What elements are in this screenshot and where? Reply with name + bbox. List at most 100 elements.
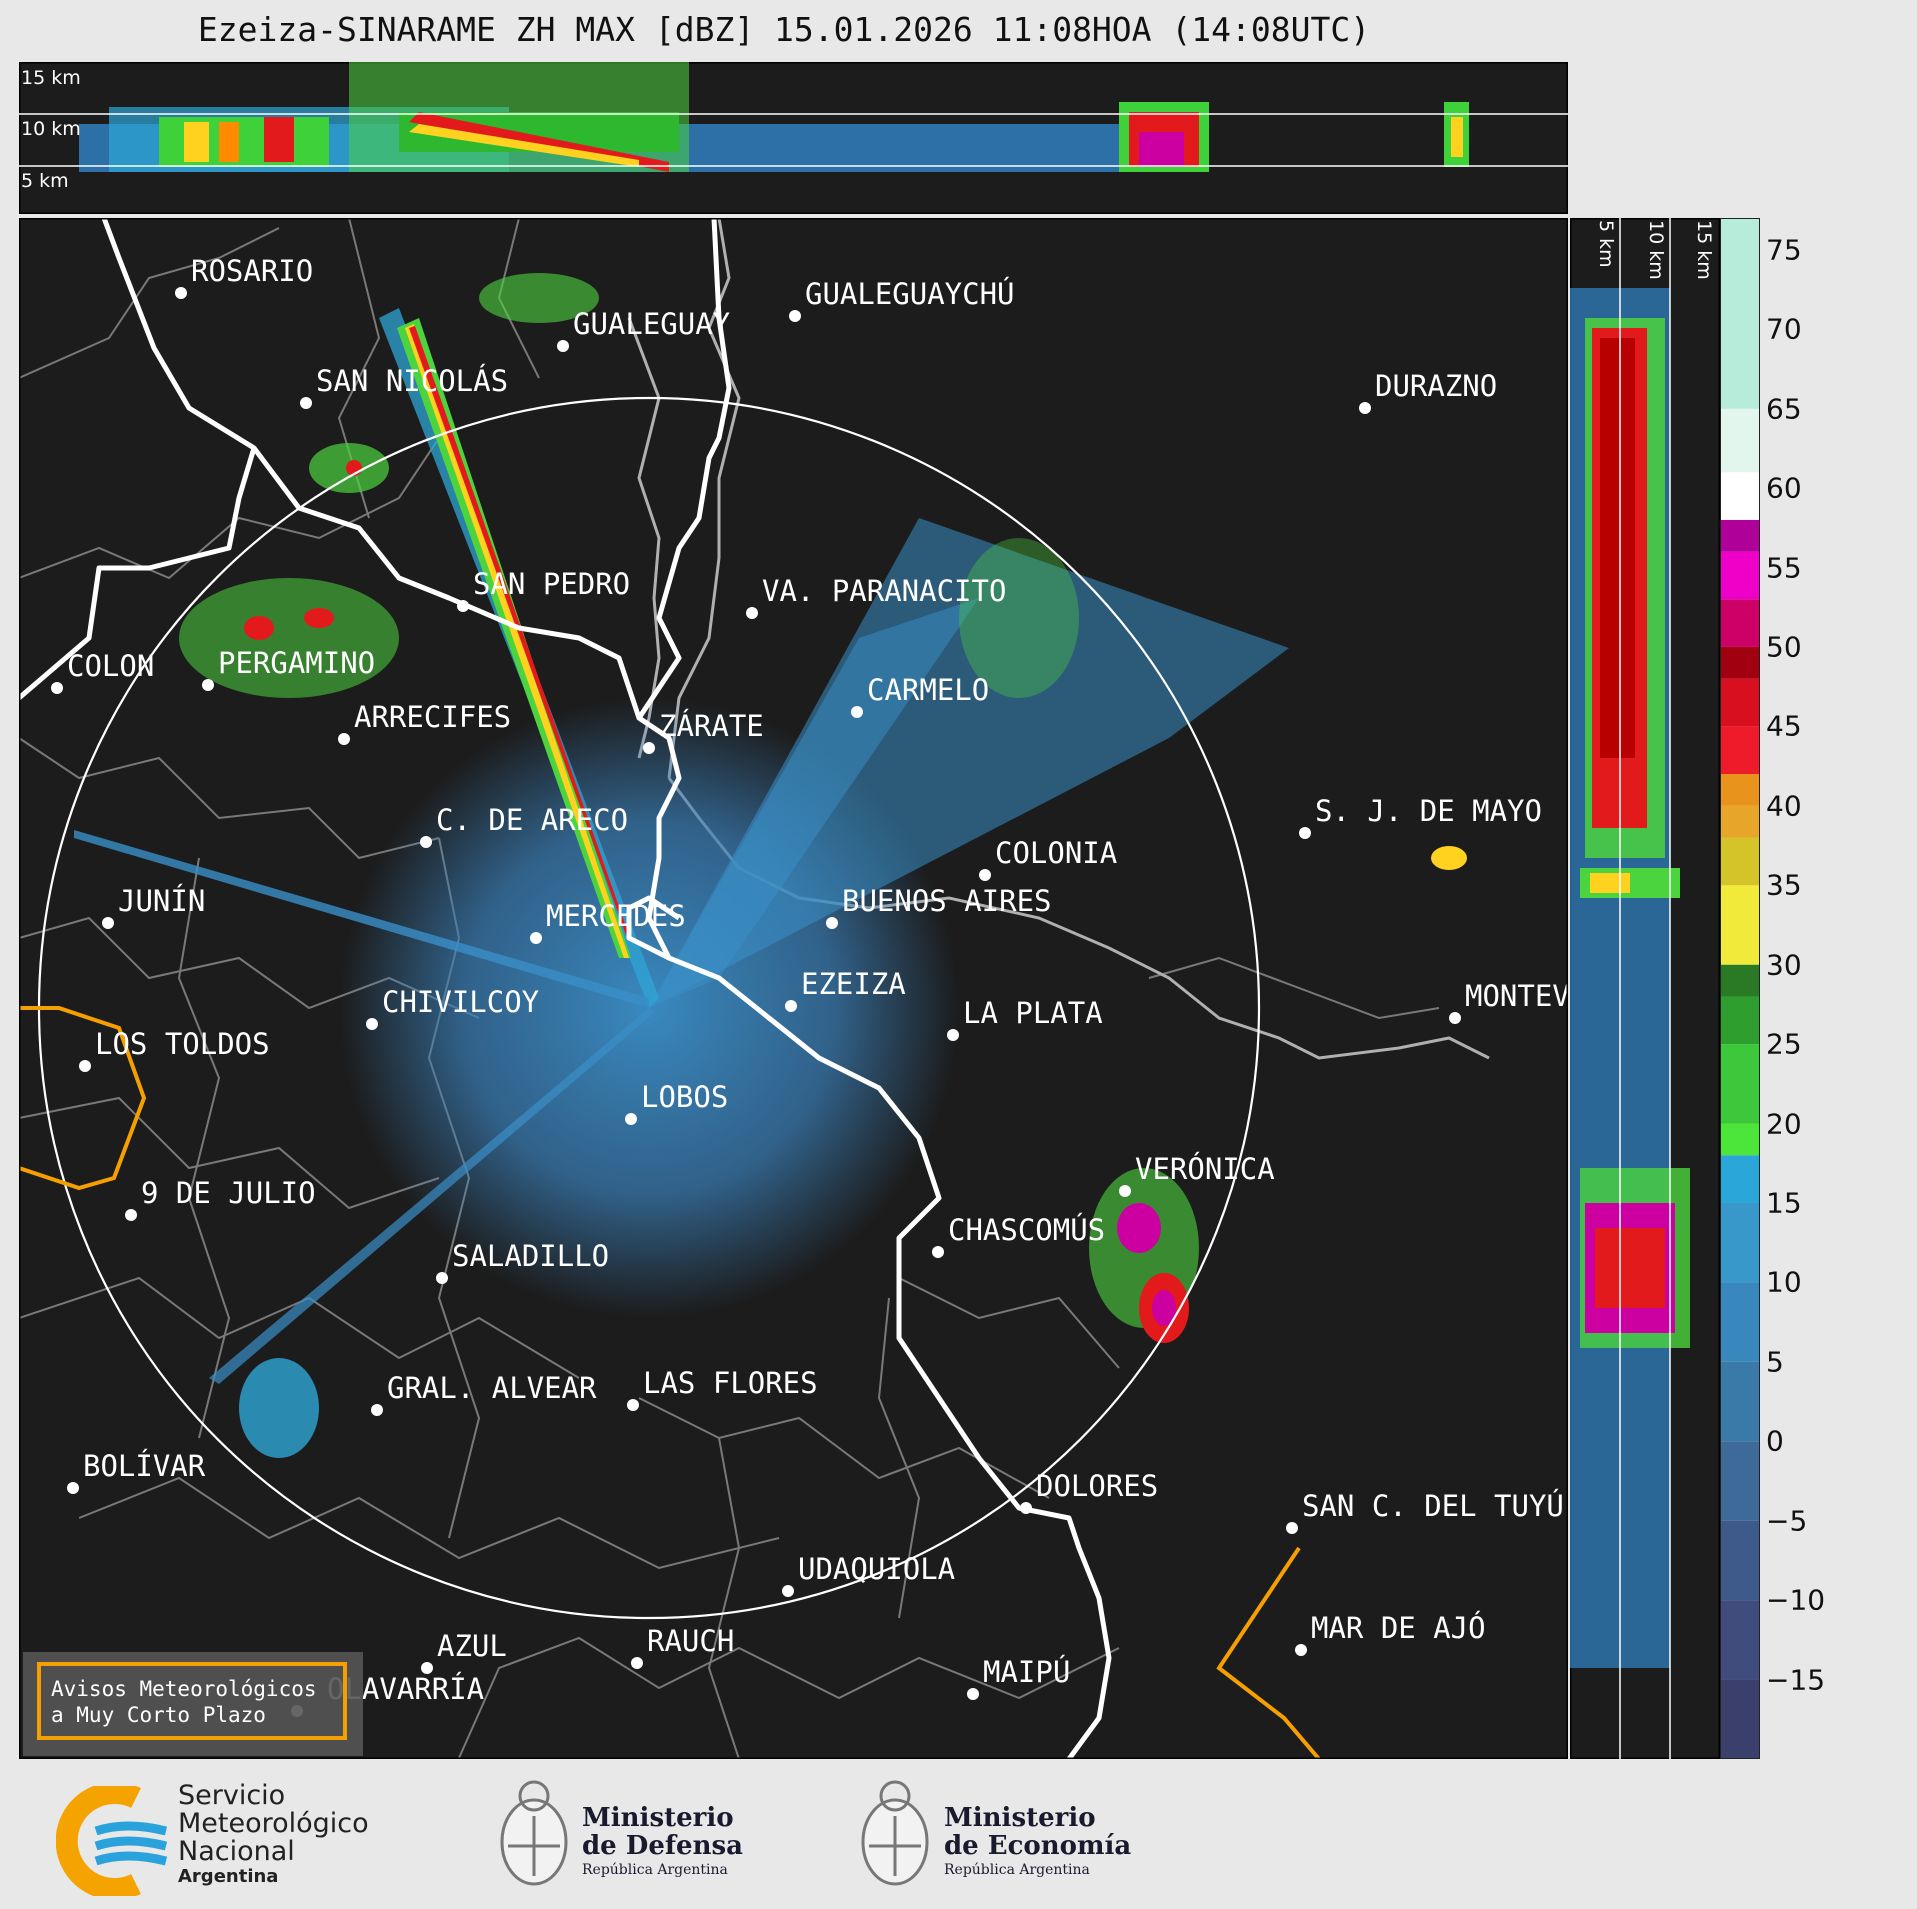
colorbar-band: [1720, 1123, 1760, 1156]
city-dolores: DOLORES: [1020, 1469, 1158, 1514]
colorbar-tick-label: 20: [1766, 1107, 1802, 1141]
city-label: DOLORES: [1036, 1469, 1158, 1503]
colorbar-band: [1720, 1441, 1760, 1521]
warning-legend: Avisos Meteorológicos a Muy Corto Plazo: [23, 1652, 363, 1756]
colorbar-band: [1720, 805, 1760, 838]
city-marker: [631, 1657, 643, 1669]
colorbar-tick-label: 65: [1766, 392, 1802, 426]
city-label: GRAL. ALVEAR: [387, 1371, 597, 1405]
city-marker: [1295, 1644, 1307, 1656]
economia-line-3: República Argentina: [944, 1862, 1090, 1878]
colorbar-tick-label: 55: [1766, 551, 1802, 584]
city-label: GUALEGUAYCHÚ: [805, 277, 1015, 311]
colorbar-tick-label: 10: [1766, 1265, 1802, 1299]
city-marker: [625, 1113, 637, 1125]
smn-line-3: Nacional: [178, 1836, 295, 1867]
argentina-shield-icon: [861, 1780, 929, 1886]
colorbar-band: [1720, 678, 1760, 727]
defensa-line-2: de Defensa: [582, 1831, 743, 1861]
city-maip-: MAIPÚ: [967, 1655, 1070, 1700]
city-label: LOS TOLDOS: [95, 1027, 270, 1061]
colorbar-band: [1720, 1361, 1760, 1442]
side-height-label-5: 5 km: [1595, 220, 1617, 268]
radar-echoes: [74, 273, 1467, 1458]
city-ezeiza: EZEIZA: [785, 967, 906, 1012]
colorbar-tick-label: 25: [1766, 1027, 1802, 1061]
chart-title: Ezeiza-SINARAME ZH MAX [dBZ] 15.01.2026 …: [197, 10, 1371, 49]
city-marker: [947, 1029, 959, 1041]
city-label: BOLÍVAR: [83, 1449, 206, 1483]
city-label: EZEIZA: [801, 967, 906, 1001]
economia-name: Ministerio de Economía República Argenti…: [944, 1804, 1131, 1880]
colorbar: [1720, 218, 1760, 1759]
city-marker: [202, 679, 214, 691]
city-marker: [1449, 1012, 1461, 1024]
colorbar-band: [1720, 646, 1760, 679]
city-marker: [967, 1688, 979, 1700]
city-label: LA PLATA: [963, 996, 1103, 1030]
city-label: ZÁRATE: [659, 709, 764, 743]
city-lobos: LOBOS: [625, 1080, 728, 1125]
city-label: CHASCOMÚS: [948, 1213, 1105, 1247]
colorbar-band: [1720, 1282, 1760, 1362]
city-label: CHIVILCOY: [382, 985, 539, 1019]
city-mar-de-aj-: MAR DE AJÓ: [1295, 1611, 1486, 1656]
city-saladillo: SALADILLO: [436, 1239, 609, 1284]
colorbar-tick-label: 35: [1766, 868, 1802, 902]
city-label: SAN C. DEL TUYÚ: [1302, 1489, 1564, 1523]
smn-name: Servicio Meteorológico Nacional Argentin…: [178, 1782, 369, 1888]
city-label: CARMELO: [867, 673, 989, 707]
colorbar-tick-label: 50: [1766, 630, 1802, 664]
colorbar-tick-label: 40: [1766, 789, 1802, 823]
city-label: BUENOS AIRES: [842, 884, 1052, 918]
colorbar-tick-label: 0: [1766, 1424, 1784, 1458]
colorbar-band: [1720, 837, 1760, 886]
top-height-label-10: 10 km: [21, 118, 81, 140]
top-cross-section-panel: 15 km 10 km 5 km: [19, 62, 1568, 214]
city-ver-nica: VERÓNICA: [1119, 1152, 1275, 1197]
city-gualeguaych-: GUALEGUAYCHÚ: [789, 277, 1015, 322]
city-label: JUNÍN: [118, 884, 205, 918]
colorbar-band: [1720, 551, 1760, 600]
city-marker: [1359, 402, 1371, 414]
city-label: AZUL: [437, 1629, 507, 1663]
economia-line-1: Ministerio: [944, 1803, 1096, 1833]
city-pergamino: PERGAMINO: [202, 646, 375, 691]
city-marker: [530, 932, 542, 944]
colorbar-tick-label: −5: [1766, 1504, 1808, 1538]
city-c-de-areco: C. DE ARECO: [420, 803, 628, 848]
city-label: ARRECIFES: [354, 700, 511, 734]
colorbar-tick-label: 45: [1766, 709, 1802, 743]
city-label: LAS FLORES: [643, 1366, 818, 1400]
city-rauch: RAUCH: [631, 1624, 734, 1669]
smn-line-1: Servicio: [178, 1780, 286, 1811]
city-marker: [436, 1272, 448, 1284]
city-san-c-del-tuy-: SAN C. DEL TUYÚ: [1286, 1489, 1564, 1534]
city-label: SAN PEDRO: [473, 567, 630, 601]
city-label: LOBOS: [641, 1080, 728, 1114]
city-gualeguay: GUALEGUAY: [557, 307, 730, 352]
city-gral-alvear: GRAL. ALVEAR: [371, 1371, 597, 1416]
colorbar-band: [1720, 1520, 1760, 1601]
city-marker: [1299, 827, 1311, 839]
city-chivilcoy: CHIVILCOY: [366, 985, 539, 1030]
city-chascom-s: CHASCOMÚS: [932, 1213, 1105, 1258]
side-cross-section-panel: 5 km 10 km 15 km: [1570, 218, 1720, 1759]
radar-map: ROSARIO GUALEGUAYCHÚ GUALEGUAY SAN NICOLÁS D…: [19, 218, 1568, 1759]
city-la-plata: LA PLATA: [947, 996, 1103, 1041]
city-marker: [1286, 1522, 1298, 1534]
city-label: COLONIA: [995, 836, 1117, 870]
colorbar-tick-label: −15: [1766, 1663, 1826, 1697]
city-marker: [51, 682, 63, 694]
city-label: MERCEDES: [546, 899, 686, 933]
city-label: VERÓNICA: [1135, 1152, 1275, 1186]
city-rosario: ROSARIO: [175, 254, 313, 299]
city-label: C. DE ARECO: [436, 803, 628, 837]
city-jun-n: JUNÍN: [102, 884, 205, 929]
city-marker: [102, 917, 114, 929]
colorbar-band: [1720, 1600, 1760, 1680]
city-buenos-aires: BUENOS AIRES: [826, 884, 1052, 929]
city-arrecifes: ARRECIFES: [338, 700, 511, 745]
city-marker: [785, 1000, 797, 1012]
city-bol-var: BOLÍVAR: [67, 1449, 206, 1494]
